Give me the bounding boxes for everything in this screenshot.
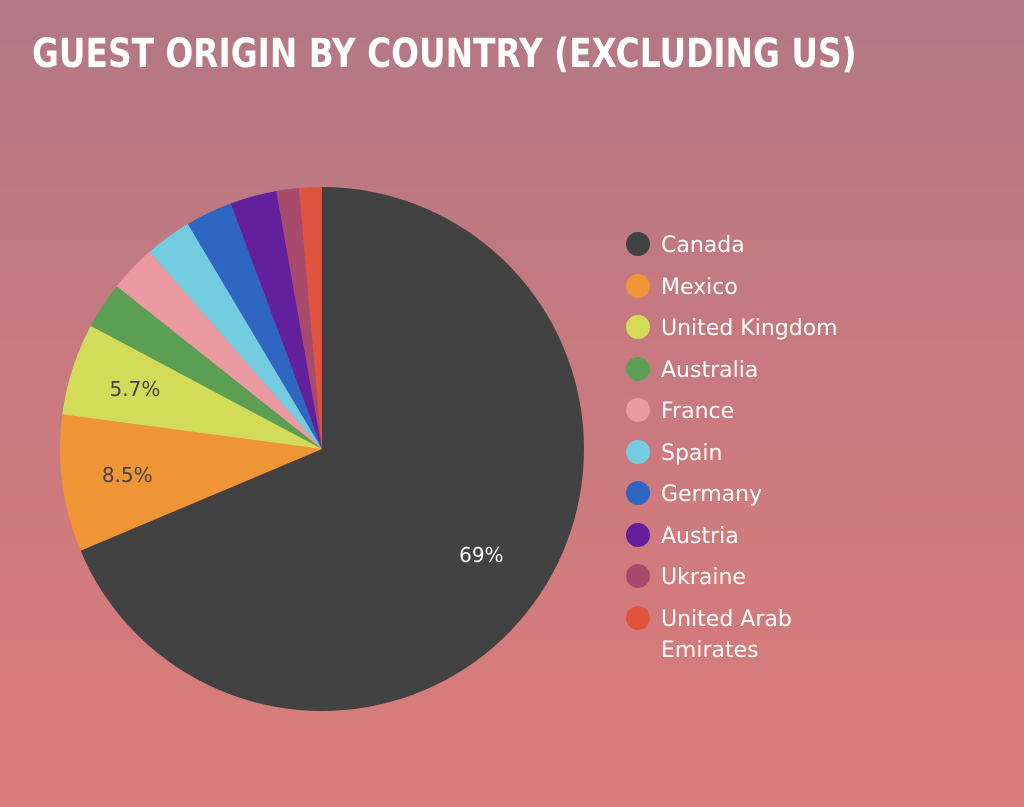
pie-slice-united-arab-emirates: [299, 187, 322, 449]
pie-data-label: 8.5%: [102, 463, 153, 487]
legend-item: United Kingdom: [626, 313, 926, 344]
legend-item: Mexico: [626, 272, 926, 303]
pie-data-label: 69%: [459, 543, 503, 567]
pie-slice-austria: [230, 191, 322, 450]
legend-item: Austria: [626, 521, 926, 552]
pie-slice-ukraine: [276, 188, 322, 450]
legend-item: Ukraine: [626, 562, 926, 593]
pie-slice-france: [116, 251, 322, 449]
legend-swatch: [626, 439, 650, 464]
legend-label: Spain: [661, 440, 723, 466]
legend-swatch: [626, 315, 650, 339]
pie-slice-spain: [149, 223, 322, 449]
legend-swatch: [626, 398, 650, 422]
legend-label: Australia: [661, 357, 759, 383]
legend-label: Germany: [661, 482, 763, 507]
legend-swatch: [626, 232, 650, 256]
legend-label: Canada: [661, 233, 745, 258]
pie-slice-united-kingdom: [62, 325, 323, 449]
pie-slice-canada: [80, 187, 585, 711]
legend-swatch: [626, 356, 650, 381]
legend-item: Australia: [626, 355, 926, 386]
pie-slice-germany: [187, 203, 322, 449]
pie-slice-australia: [90, 286, 322, 449]
legend-item: United Arab Emirates: [626, 604, 926, 666]
legend-swatch: [626, 273, 650, 298]
legend-label: Mexico: [661, 274, 738, 300]
legend-label: France: [661, 399, 735, 424]
pie-slice-mexico: [59, 414, 322, 551]
legend-label: Austria: [661, 523, 739, 549]
legend-label: United Kingdom: [661, 316, 838, 341]
chart-legend: Canada Mexico United Kingdom Australia Franc…: [626, 230, 926, 676]
legend-item: Germany: [626, 479, 926, 510]
chart-title: GUEST ORIGIN BY COUNTRY (EXCLUDING US): [32, 31, 857, 77]
legend-swatch: [626, 522, 650, 547]
legend-swatch: [626, 564, 650, 588]
legend-item: Canada: [626, 230, 926, 261]
legend-item: France: [626, 396, 926, 427]
legend-label: Ukraine: [661, 565, 746, 590]
legend-label: United Arab Emirates: [661, 606, 792, 663]
legend-swatch: [626, 481, 650, 505]
legend-item: Spain: [626, 438, 926, 469]
pie-data-label: 5.7%: [110, 377, 161, 401]
legend-swatch: [626, 605, 650, 630]
